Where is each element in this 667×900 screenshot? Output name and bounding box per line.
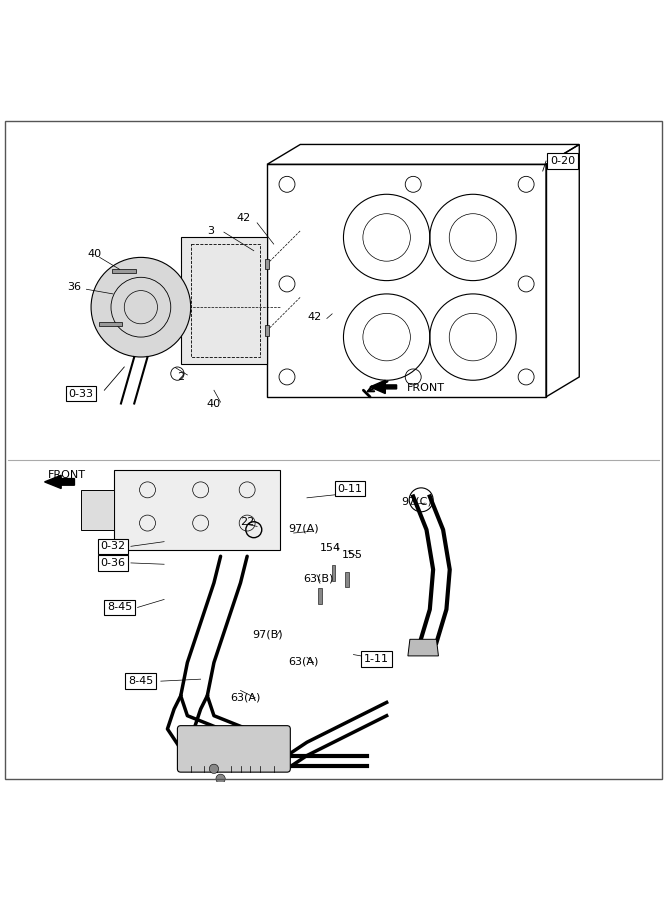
- Text: 8-45: 8-45: [107, 602, 132, 612]
- Text: 8-45: 8-45: [128, 676, 153, 686]
- Polygon shape: [370, 381, 397, 393]
- Bar: [331, 565, 336, 581]
- Text: 155: 155: [342, 550, 363, 560]
- FancyBboxPatch shape: [177, 725, 290, 772]
- Polygon shape: [408, 639, 438, 656]
- Circle shape: [209, 764, 219, 773]
- Text: 63(A): 63(A): [231, 693, 261, 703]
- Text: 36: 36: [67, 283, 81, 293]
- Text: 42: 42: [237, 212, 251, 222]
- Text: 0-11: 0-11: [338, 483, 363, 493]
- Text: 2: 2: [177, 372, 184, 382]
- Bar: [112, 269, 135, 273]
- Text: 97(C): 97(C): [401, 497, 432, 507]
- Text: 0-36: 0-36: [101, 558, 125, 568]
- Text: 1-11: 1-11: [364, 654, 389, 664]
- Text: 40: 40: [207, 399, 221, 409]
- Text: 42: 42: [307, 312, 322, 322]
- Text: FRONT: FRONT: [48, 470, 86, 481]
- Polygon shape: [114, 470, 280, 550]
- Bar: [265, 325, 269, 336]
- Text: 0-33: 0-33: [69, 389, 93, 399]
- Polygon shape: [81, 490, 114, 530]
- Text: 22: 22: [240, 517, 254, 526]
- Text: 0-32: 0-32: [101, 541, 125, 552]
- Text: FRONT: FRONT: [407, 383, 445, 393]
- Text: 97(A): 97(A): [288, 524, 319, 534]
- Text: 97(B): 97(B): [251, 630, 282, 640]
- Text: 154: 154: [319, 543, 341, 553]
- Text: 63(B): 63(B): [303, 573, 334, 583]
- Text: 3: 3: [207, 226, 214, 236]
- Bar: [318, 589, 322, 604]
- Bar: [265, 258, 269, 269]
- Bar: [345, 572, 349, 588]
- Circle shape: [91, 257, 191, 357]
- Text: 0-20: 0-20: [550, 156, 575, 166]
- Circle shape: [216, 774, 225, 783]
- Text: 63(A): 63(A): [288, 656, 319, 666]
- Circle shape: [203, 784, 212, 794]
- Bar: [99, 322, 122, 326]
- Polygon shape: [45, 475, 75, 489]
- Polygon shape: [181, 238, 267, 364]
- Text: 40: 40: [87, 249, 101, 259]
